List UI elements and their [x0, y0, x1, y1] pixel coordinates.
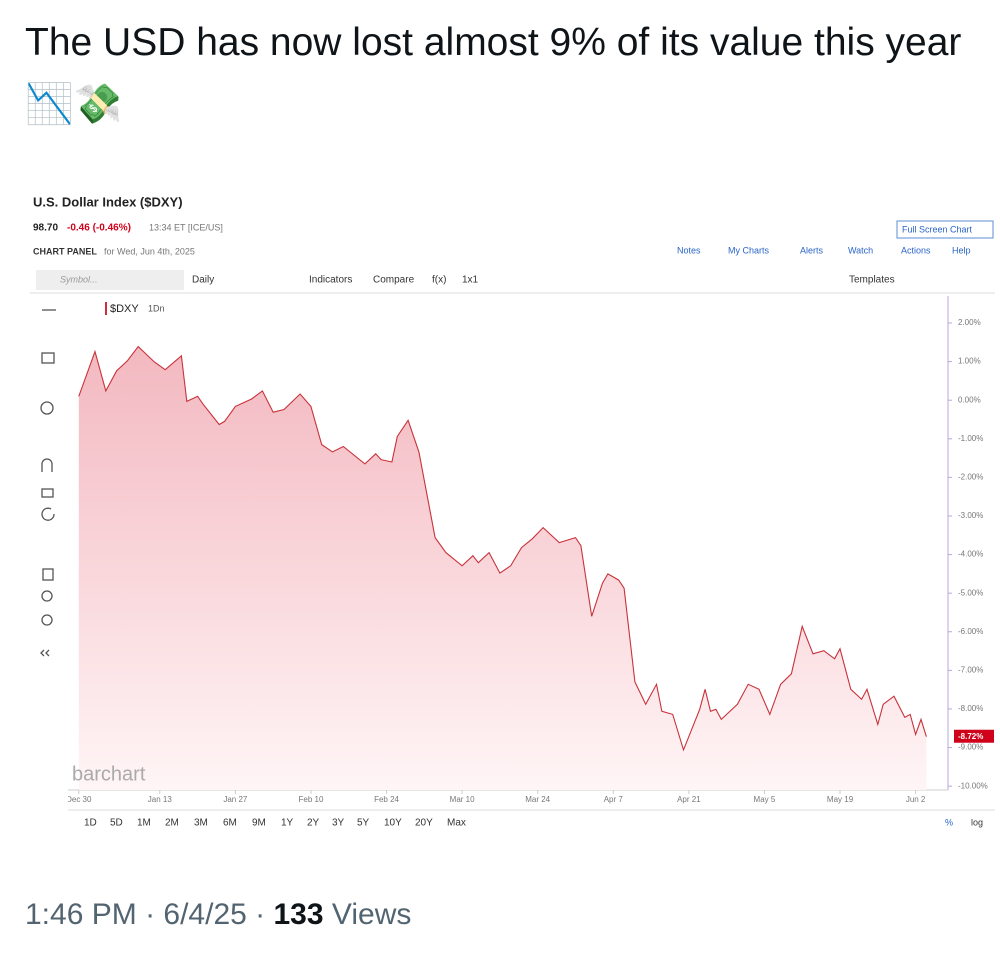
y-tick-label: -8.00% [958, 704, 983, 713]
x-tick-label: May 5 [754, 795, 776, 804]
y-tick-label: -9.00% [958, 743, 983, 752]
drawing-tools[interactable] [40, 309, 56, 657]
y-tick-label: -4.00% [958, 550, 983, 559]
menu-item[interactable]: Help [952, 245, 971, 255]
panel-label: CHART PANEL [33, 246, 97, 256]
x-tick-label: Dec 30 [66, 795, 92, 804]
toolbar-item[interactable]: Daily [192, 275, 214, 286]
range-button[interactable]: 10Y [384, 818, 402, 829]
panel-title: U.S. Dollar Index ($DXY) [33, 194, 183, 209]
menu-item[interactable]: Alerts [800, 245, 824, 255]
range-button[interactable]: 6M [223, 818, 237, 829]
range-button[interactable]: 2M [165, 818, 179, 829]
views-label: Views [331, 898, 412, 931]
legend-interval: 1Dn [148, 303, 165, 313]
x-tick-label: Mar 10 [450, 795, 475, 804]
range-button[interactable]: 9M [252, 818, 266, 829]
last-flag [954, 729, 994, 743]
tweet-text: The USD has now lost almost 9% of its va… [25, 21, 962, 126]
range-button[interactable]: Max [447, 818, 466, 829]
y-tick-label: -1.00% [958, 434, 983, 443]
toolbar-item[interactable]: f(x) [432, 275, 446, 286]
x-tick-label: Feb 24 [374, 795, 399, 804]
watermark: barchart [72, 763, 146, 785]
x-tick-label: Apr 21 [677, 795, 701, 804]
range-button[interactable]: 1D [84, 818, 97, 829]
toolbar-item[interactable]: Indicators [309, 275, 352, 286]
y-tick-label: -3.00% [958, 511, 983, 520]
legend-swatch [105, 302, 107, 315]
range-button[interactable]: 5D [110, 818, 123, 829]
toolbar-item[interactable]: 1x1 [462, 275, 479, 286]
last-price: 98.70 [33, 223, 58, 234]
x-ticks: Dec 30 Jan 13 Jan 27 Feb 10 Feb 24 Mar 10 Mar … [66, 790, 926, 804]
change: -0.46 (-0.46%) [67, 223, 131, 234]
legend-symbol: $DXY [110, 303, 139, 315]
y-tick-label: -6.00% [958, 627, 983, 636]
symbol-placeholder[interactable]: Symbol... [60, 274, 98, 284]
menu-item[interactable]: My Charts [728, 245, 770, 255]
full-screen-button[interactable] [896, 220, 994, 239]
y-tick-label: -2.00% [958, 473, 983, 482]
menu-item[interactable]: Notes [677, 245, 701, 255]
menu-item[interactable]: Watch [848, 245, 873, 255]
panel-date: for Wed, Jun 4th, 2025 [104, 246, 195, 256]
y-tick-label: 0.00% [958, 395, 981, 404]
y-tick-label: -5.00% [958, 588, 983, 597]
menu-item[interactable]: Actions [901, 245, 931, 255]
y-tick-label: 2.00% [958, 318, 981, 327]
range-button[interactable]: 1Y [281, 818, 294, 829]
y-tick-label: -7.00% [958, 665, 983, 674]
y-tick-label: 1.00% [958, 357, 981, 366]
date: 6/4/25 [163, 898, 247, 931]
x-tick-label: Jan 27 [223, 795, 248, 804]
range-button[interactable]: 3Y [332, 818, 345, 829]
symbol-box[interactable] [36, 270, 184, 290]
tweet-meta: 1:46 PM · 6/4/25 · 133 Views [25, 898, 412, 931]
x-tick-label: Jan 13 [148, 795, 173, 804]
percent-toggle[interactable]: % [945, 817, 953, 827]
range-button[interactable]: 2Y [307, 818, 320, 829]
line [78, 345, 927, 752]
area-fill [78, 346, 927, 790]
x-tick-label: Mar 24 [525, 795, 550, 804]
y-tick-label: -10.00% [958, 781, 988, 790]
range-button[interactable]: 20Y [415, 818, 433, 829]
range-button[interactable]: 1M [137, 818, 151, 829]
x-tick-label: Feb 10 [298, 795, 323, 804]
full-screen-label[interactable]: Full Screen Chart [902, 224, 973, 234]
toolbar-item[interactable]: Compare [373, 275, 415, 286]
last-flag-label: -8.72% [958, 732, 983, 741]
time: 1:46 PM [25, 898, 137, 931]
templates[interactable]: Templates [849, 275, 895, 286]
x-tick-label: Apr 7 [604, 795, 624, 804]
views: 133 [273, 898, 324, 931]
x-tick-label: Jun 2 [906, 795, 926, 804]
log-toggle[interactable]: log [971, 817, 983, 827]
range-button[interactable]: 3M [194, 818, 208, 829]
timestamp: 13:34 ET [ICE/US] [149, 222, 223, 232]
x-tick-label: May 19 [827, 795, 854, 804]
range-button[interactable]: 5Y [357, 818, 370, 829]
